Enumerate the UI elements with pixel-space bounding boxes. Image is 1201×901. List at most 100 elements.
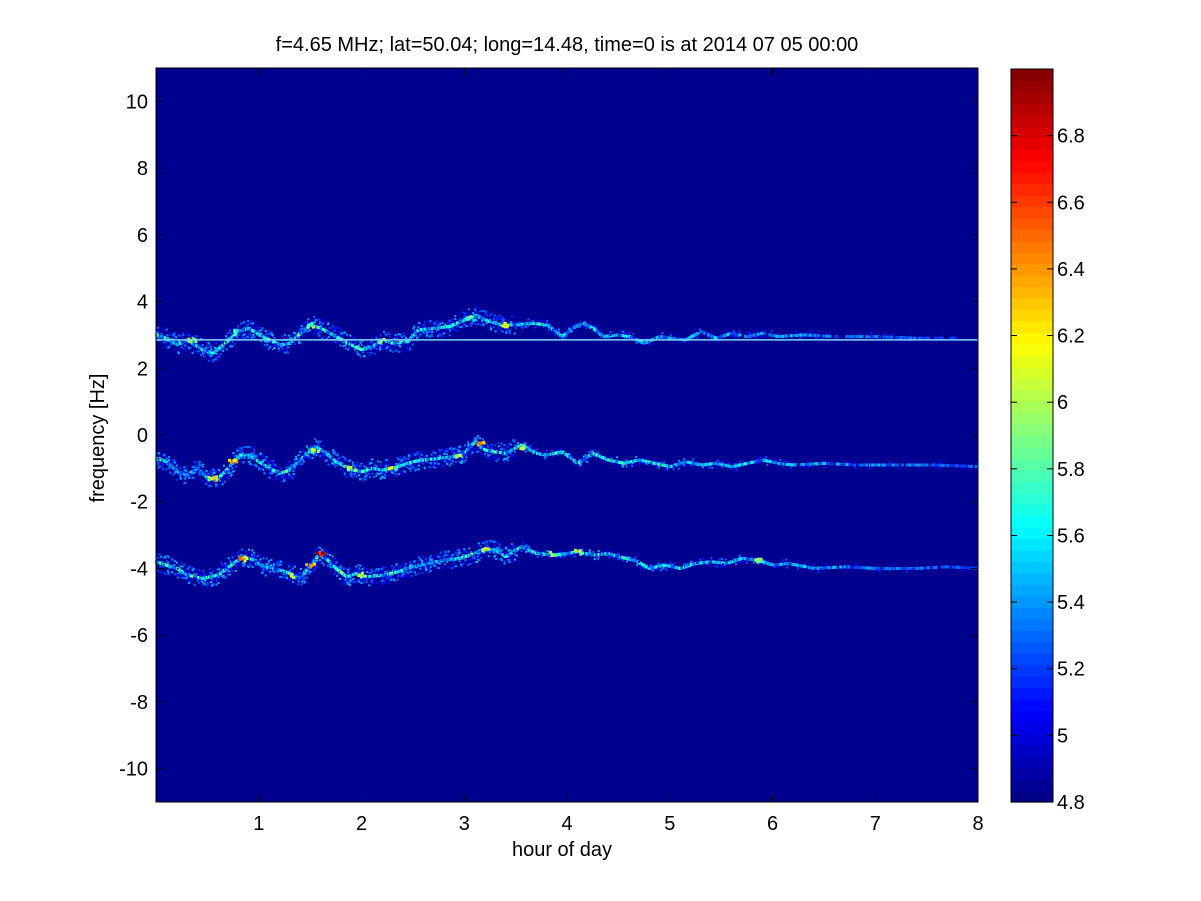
scatter-cell — [380, 336, 383, 338]
scatter-cell — [432, 465, 435, 468]
hotspot-cell — [311, 450, 315, 454]
scatter-cell — [242, 452, 245, 455]
scatter-cell — [348, 567, 351, 570]
scatter-cell — [472, 439, 475, 442]
scatter-cell — [171, 337, 174, 340]
ridge-cell — [669, 336, 673, 340]
scatter-cell — [499, 558, 502, 560]
scatter-cell — [536, 550, 539, 553]
scatter-cell — [938, 460, 941, 462]
scatter-cell — [222, 564, 225, 566]
scatter-cell — [265, 332, 268, 335]
scatter-cell — [442, 565, 444, 568]
scatter-cell — [423, 559, 426, 562]
scatter-cell — [284, 571, 287, 574]
scatter-cell — [405, 464, 408, 467]
scatter-cell — [782, 465, 785, 468]
scatter-cell — [194, 470, 197, 473]
hotspot-cell — [349, 465, 353, 469]
scatter-cell — [434, 466, 437, 469]
scatter-cell — [343, 568, 346, 571]
ridge-cell — [967, 464, 971, 468]
scatter-cell — [544, 457, 547, 460]
scatter-cell — [499, 328, 502, 331]
scatter-cell — [384, 347, 387, 350]
scatter-cell — [489, 324, 492, 327]
scatter-cell — [399, 336, 402, 339]
scatter-cell — [253, 464, 256, 467]
scatter-cell — [402, 458, 405, 461]
scatter-cell — [212, 570, 215, 573]
scatter-cell — [316, 559, 319, 562]
scatter-cell — [724, 330, 727, 333]
scatter-cell — [489, 326, 492, 329]
scatter-cell — [383, 576, 386, 579]
scatter-cell — [360, 462, 363, 465]
scatter-cell — [271, 334, 274, 337]
scatter-cell — [568, 453, 570, 456]
scatter-cell — [384, 472, 387, 475]
scatter-cell — [421, 561, 423, 564]
scatter-cell — [192, 350, 195, 353]
scatter-cell — [399, 568, 402, 571]
scatter-cell — [454, 447, 457, 450]
scatter-cell — [384, 474, 386, 476]
scatter-cell — [485, 549, 488, 552]
scatter-cell — [287, 351, 289, 354]
ridge-cell — [738, 333, 742, 337]
ridge-cell — [875, 335, 879, 339]
scatter-cell — [474, 561, 477, 564]
scatter-cell — [178, 478, 181, 480]
scatter-cell — [254, 326, 257, 329]
scatter-cell — [469, 324, 472, 327]
ridge-cell — [757, 459, 761, 463]
scatter-cell — [239, 460, 242, 463]
scatter-cell — [445, 453, 448, 456]
scatter-cell — [413, 325, 416, 328]
scatter-cell — [396, 333, 398, 336]
scatter-cell — [355, 581, 358, 584]
scatter-cell — [528, 321, 531, 324]
hotspot-cell — [503, 322, 507, 325]
scatter-cell — [430, 559, 433, 562]
scatter-cell — [226, 337, 229, 340]
scatter-cell — [452, 321, 455, 324]
scatter-cell — [176, 568, 179, 571]
hotspot-cell — [306, 325, 310, 329]
scatter-cell — [265, 339, 267, 342]
scatter-cell — [486, 445, 489, 448]
scatter-cell — [240, 322, 243, 325]
scatter-cell — [413, 329, 416, 332]
scatter-cell — [251, 446, 254, 449]
scatter-cell — [296, 465, 299, 468]
scatter-cell — [355, 461, 358, 464]
scatter-cell — [968, 468, 971, 471]
scatter-cell — [455, 328, 457, 331]
scatter-cell — [367, 351, 369, 354]
scatter-cell — [179, 467, 182, 470]
scatter-cell — [423, 570, 426, 573]
scatter-cell — [490, 443, 493, 446]
scatter-cell — [467, 451, 470, 453]
scatter-cell — [413, 341, 416, 344]
scatter-cell — [448, 556, 451, 559]
scatter-cell — [243, 321, 245, 324]
scatter-cell — [287, 473, 290, 476]
scatter-cell — [258, 330, 261, 332]
scatter-cell — [466, 314, 469, 317]
scatter-cell — [205, 582, 208, 585]
scatter-cell — [181, 344, 184, 347]
scatter-cell — [474, 555, 477, 558]
scatter-cell — [307, 447, 310, 450]
scatter-cell — [447, 323, 450, 326]
scatter-cell — [288, 565, 291, 568]
scatter-cell — [329, 567, 332, 570]
scatter-cell — [594, 325, 597, 328]
scatter-cell — [501, 316, 504, 318]
scatter-cell — [331, 561, 334, 564]
scatter-cell — [183, 477, 186, 480]
ridge-cell — [926, 336, 930, 340]
scatter-cell — [206, 582, 209, 584]
scatter-cell — [559, 550, 562, 552]
